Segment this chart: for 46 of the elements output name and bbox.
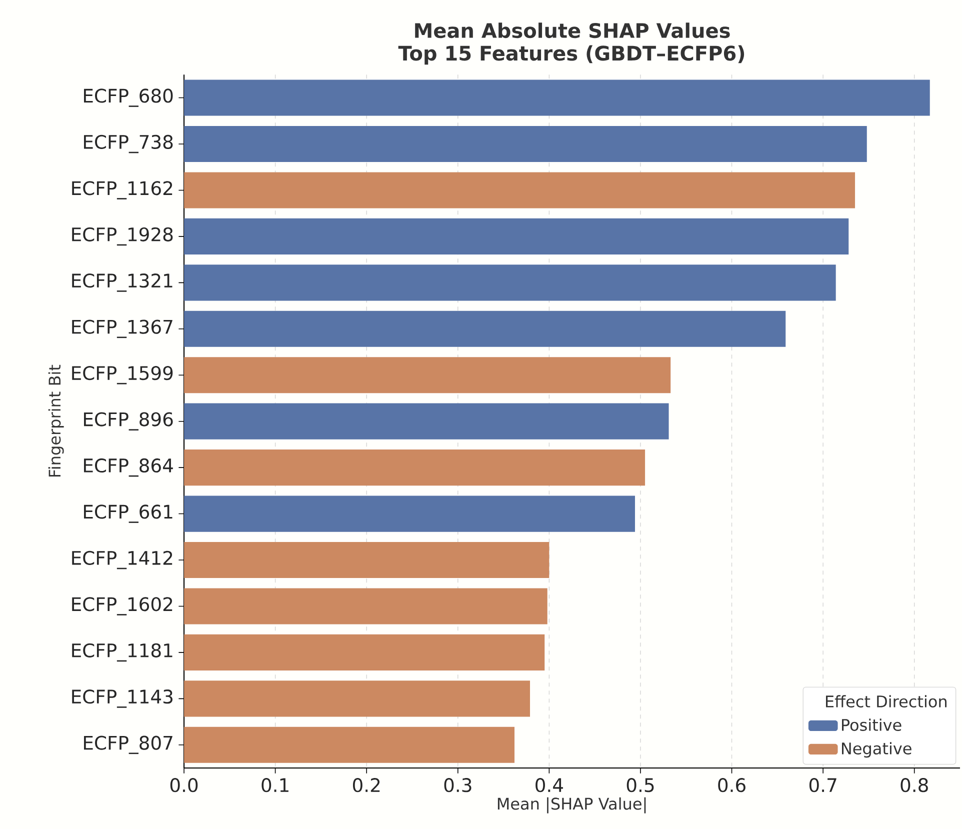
y-tick-label: ECFP_896 xyxy=(84,412,173,430)
bar xyxy=(184,310,786,347)
bar xyxy=(184,496,635,532)
y-tick-label: ECFP_1367 xyxy=(72,320,172,338)
y-tick-label: ECFP_1412 xyxy=(72,550,172,570)
x-tick-label: 0.2 xyxy=(352,778,380,792)
y-tick-label: ECFP_661 xyxy=(84,504,172,523)
x-tick-label: 0.3 xyxy=(444,778,472,792)
bar xyxy=(184,126,867,162)
chart-title: Mean Absolute SHAP Values xyxy=(415,22,730,38)
x-axis-title: Mean |SHAP Value| xyxy=(498,797,646,814)
x-tick-label: 0.1 xyxy=(262,778,288,792)
bar xyxy=(184,542,550,578)
bar xyxy=(184,634,545,670)
x-tick-label: 0.8 xyxy=(900,778,928,792)
y-axis-title: Fingerprint Bit xyxy=(48,364,64,477)
y-tick-label: ECFP_1602 xyxy=(72,597,172,616)
bar xyxy=(184,588,548,624)
y-tick-label: ECFP_1181 xyxy=(72,643,172,662)
y-tick-label: ECFP_864 xyxy=(84,458,173,477)
legend-label: Positive xyxy=(842,718,902,732)
x-tick-label: 0.4 xyxy=(536,778,563,792)
y-tick-label: ECFP_1321 xyxy=(72,274,172,292)
x-tick-label: 0.5 xyxy=(626,778,654,792)
bar xyxy=(184,218,849,254)
y-tick-label: ECFP_1162 xyxy=(72,181,172,200)
chart-subtitle: Top 15 Features (GBDT–ECFP6) xyxy=(398,45,744,65)
x-tick-label: 0.7 xyxy=(809,778,836,792)
bar xyxy=(184,450,646,486)
bar xyxy=(184,80,930,116)
y-tick-label: ECFP_680 xyxy=(84,88,173,107)
x-tick-label: 0.6 xyxy=(718,778,746,792)
legend-title: Effect Direction xyxy=(826,695,946,708)
y-tick-label: ECFP_1599 xyxy=(72,366,173,384)
y-tick-label: ECFP_1928 xyxy=(72,227,173,246)
y-tick-label: ECFP_807 xyxy=(84,736,172,754)
bar xyxy=(184,264,836,301)
y-tick-label: ECFP_738 xyxy=(84,134,173,154)
bar xyxy=(184,357,671,394)
y-tick-label: ECFP_1143 xyxy=(72,690,172,708)
legend-label: Negative xyxy=(842,742,912,758)
bar xyxy=(184,680,530,717)
x-tick-label: 0.0 xyxy=(170,778,198,792)
bar xyxy=(184,726,514,763)
bar xyxy=(184,172,856,208)
bar xyxy=(184,403,669,440)
